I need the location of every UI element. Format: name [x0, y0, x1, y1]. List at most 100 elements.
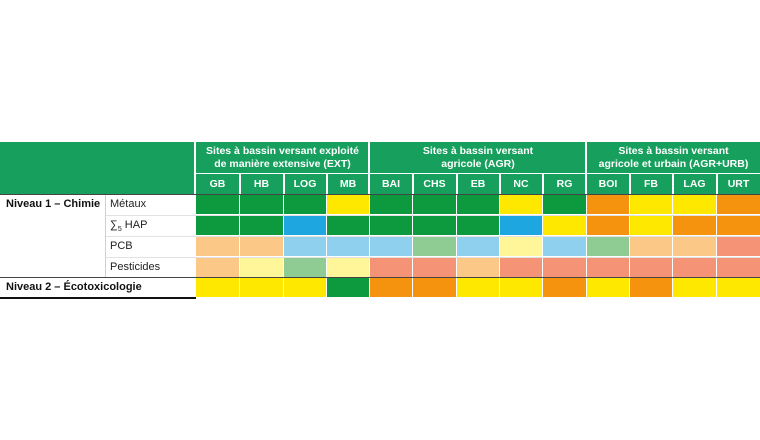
cell-pesticides-urt: [717, 258, 760, 277]
row-label-metaux: Métaux: [110, 198, 147, 210]
cell-niveau2-boi: [587, 278, 629, 297]
cell-niveau2-lag: [673, 278, 716, 297]
header-column-divider: [542, 174, 544, 194]
cell-metaux-lag: [673, 195, 716, 214]
header-column-divider: [672, 174, 674, 194]
column-header-lag: LAG: [683, 178, 706, 190]
header-column-divider: [629, 174, 631, 194]
header-group-divider: [585, 142, 587, 194]
row-label-pesticides: Pesticides: [110, 261, 161, 273]
cell-pcb-hb: [240, 237, 283, 256]
header-column-divider: [456, 174, 458, 194]
header-column-divider: [283, 174, 285, 194]
table-header: Sites à bassin versant exploité de manièr…: [0, 142, 760, 194]
column-header-bai: BAI: [381, 178, 401, 190]
cell-metaux-mb: [327, 195, 369, 214]
cell-pesticides-lag: [673, 258, 716, 277]
cell-pesticides-gb: [196, 258, 239, 277]
cell-metaux-boi: [587, 195, 629, 214]
cell-hap-bai: [370, 216, 412, 235]
cell-hap-urt: [717, 216, 760, 235]
cell-niveau2-chs: [413, 278, 456, 297]
cell-pesticides-bai: [370, 258, 412, 277]
header-column-divider: [326, 174, 328, 194]
cell-niveau2-log: [284, 278, 326, 297]
cell-pesticides-boi: [587, 258, 629, 277]
table-bottom-line: [0, 297, 196, 299]
cell-hap-hb: [240, 216, 283, 235]
header-column-divider: [239, 174, 241, 194]
cell-metaux-bai: [370, 195, 412, 214]
cell-niveau2-bai: [370, 278, 412, 297]
row-label-hap: ∑5 HAP: [110, 219, 148, 234]
cell-niveau2-eb: [457, 278, 499, 297]
cell-pcb-boi: [587, 237, 629, 256]
cell-hap-mb: [327, 216, 369, 235]
column-header-boi: BOI: [598, 178, 618, 190]
column-header-fb: FB: [644, 178, 658, 190]
group-header-agr: Sites à bassin versant agricole (AGR): [422, 145, 534, 170]
group-header-ext: Sites à bassin versant exploité de manièr…: [206, 145, 359, 170]
column-header-gb: GB: [209, 178, 226, 190]
cell-pesticides-hb: [240, 258, 283, 277]
level-2-label: Niveau 2 – Écotoxicologie: [6, 281, 142, 293]
header-column-divider: [499, 174, 501, 194]
cell-pcb-eb: [457, 237, 499, 256]
cell-hap-chs: [413, 216, 456, 235]
header-row-divider: [196, 173, 760, 174]
sublabel-divider: [105, 195, 106, 277]
cell-metaux-chs: [413, 195, 456, 214]
cell-metaux-urt: [717, 195, 760, 214]
cell-niveau2-urt: [717, 278, 760, 297]
cell-niveau2-rg: [543, 278, 586, 297]
cell-hap-boi: [587, 216, 629, 235]
cell-niveau2-fb: [630, 278, 672, 297]
cell-pcb-rg: [543, 237, 586, 256]
cell-pcb-nc: [500, 237, 542, 256]
cell-niveau2-gb: [196, 278, 239, 297]
cell-metaux-nc: [500, 195, 542, 214]
cell-pesticides-mb: [327, 258, 369, 277]
cell-pcb-mb: [327, 237, 369, 256]
row-divider: [105, 215, 760, 216]
group-header-agr-urb: Sites à bassin versant agricole et urbain…: [598, 145, 749, 170]
column-header-mb: MB: [339, 178, 357, 190]
cell-pesticides-nc: [500, 258, 542, 277]
cell-pcb-urt: [717, 237, 760, 256]
cell-pesticides-rg: [543, 258, 586, 277]
column-header-chs: CHS: [423, 178, 446, 190]
row-divider: [105, 236, 760, 237]
cell-hap-log: [284, 216, 326, 235]
cell-pcb-gb: [196, 237, 239, 256]
cell-pcb-bai: [370, 237, 412, 256]
header-column-divider: [412, 174, 414, 194]
column-header-nc: NC: [513, 178, 529, 190]
cell-metaux-log: [284, 195, 326, 214]
column-header-hb: HB: [253, 178, 270, 190]
cell-metaux-fb: [630, 195, 672, 214]
cell-hap-lag: [673, 216, 716, 235]
header-column-divider: [716, 174, 718, 194]
cell-metaux-rg: [543, 195, 586, 214]
cell-metaux-hb: [240, 195, 283, 214]
cell-niveau2-nc: [500, 278, 542, 297]
level-2-top-line: [0, 277, 760, 278]
cell-hap-nc: [500, 216, 542, 235]
column-header-rg: RG: [556, 178, 573, 190]
column-header-urt: URT: [727, 178, 750, 190]
level-1-top-line: [0, 194, 760, 195]
row-divider: [105, 257, 760, 258]
cell-pcb-log: [284, 237, 326, 256]
column-header-eb: EB: [470, 178, 486, 190]
cell-pcb-lag: [673, 237, 716, 256]
cell-hap-eb: [457, 216, 499, 235]
cell-metaux-eb: [457, 195, 499, 214]
cell-pesticides-log: [284, 258, 326, 277]
header-group-divider: [194, 142, 196, 194]
column-header-log: LOG: [293, 178, 317, 190]
cell-pesticides-fb: [630, 258, 672, 277]
cell-niveau2-mb: [327, 278, 369, 297]
row-label-pcb: PCB: [110, 240, 133, 252]
cell-pcb-fb: [630, 237, 672, 256]
cell-pesticides-eb: [457, 258, 499, 277]
